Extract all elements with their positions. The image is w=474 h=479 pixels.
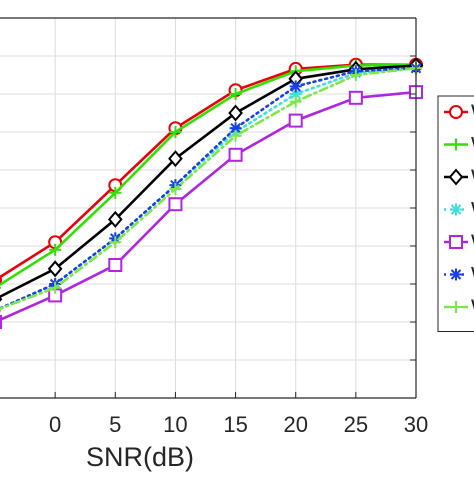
marker-stroke — [450, 204, 462, 215]
legend-entry: W — [444, 100, 474, 125]
data-point — [228, 104, 243, 122]
series-line — [0, 64, 418, 299]
legend-label: W — [471, 295, 474, 320]
data-point — [229, 129, 242, 142]
data-point — [349, 69, 362, 81]
data-point — [107, 210, 123, 228]
series-line — [0, 66, 418, 310]
legend-label: W — [471, 165, 474, 190]
series-7 — [0, 62, 422, 312]
axis-layer: 0 5 10 15 20 25 30 — [0, 17, 428, 437]
legend-label: W — [471, 198, 474, 223]
legend-marker — [450, 301, 462, 313]
data-point — [348, 90, 363, 105]
data-point — [288, 113, 303, 128]
data-point — [289, 80, 302, 93]
data-point — [0, 315, 2, 329]
x-tick-label: 10 — [163, 412, 187, 437]
x-tick-label: 25 — [344, 412, 368, 437]
x-tick-label: 0 — [49, 412, 61, 437]
legend-marker — [450, 268, 462, 281]
series-line — [0, 66, 418, 311]
legend-entry: W — [444, 263, 474, 288]
data-point — [169, 126, 182, 138]
legend-entry: W — [444, 230, 474, 255]
series-5 — [0, 85, 423, 329]
data-point — [168, 197, 183, 212]
legend-marker — [450, 138, 462, 151]
data-point — [289, 88, 302, 100]
marker-stroke — [290, 81, 301, 92]
data-point — [109, 186, 122, 199]
legend-entry: W — [444, 198, 474, 223]
data-point — [109, 236, 122, 249]
series-line — [0, 63, 418, 287]
series-line — [0, 90, 418, 322]
series-layer — [0, 56, 424, 329]
marker-stroke — [230, 122, 241, 134]
data-point — [49, 281, 62, 294]
grid-layer — [0, 18, 417, 398]
legend-label: W — [471, 263, 474, 288]
x-axis-label: SNR(dB) — [86, 442, 194, 472]
data-point — [228, 147, 243, 162]
legend-marker — [449, 235, 463, 249]
x-tick-label: 20 — [283, 412, 307, 437]
x-tick-label: 15 — [223, 412, 247, 437]
legend-entry: W — [444, 133, 474, 158]
legend-label: W — [471, 100, 474, 125]
data-point — [168, 150, 183, 168]
data-point — [229, 122, 242, 135]
legend: WWWWWWW — [437, 95, 474, 332]
x-tick-label: 30 — [404, 412, 428, 437]
data-point — [108, 258, 123, 272]
data-point — [49, 243, 62, 256]
x-tick-label: 5 — [109, 412, 121, 437]
legend-marker — [450, 203, 462, 216]
data-point — [169, 183, 182, 195]
data-point — [289, 95, 302, 108]
legend-marker — [449, 105, 463, 119]
data-point — [0, 296, 3, 302]
legend-entry: W — [444, 165, 474, 190]
legend-label: W — [471, 230, 474, 255]
data-point — [47, 260, 63, 278]
marker-stroke — [450, 269, 462, 280]
legend-entry: W — [444, 295, 474, 320]
legend-label: W — [471, 133, 474, 158]
data-point — [0, 275, 2, 286]
legend-marker — [448, 168, 464, 186]
marker-stroke — [290, 88, 301, 100]
data-point — [229, 88, 242, 100]
